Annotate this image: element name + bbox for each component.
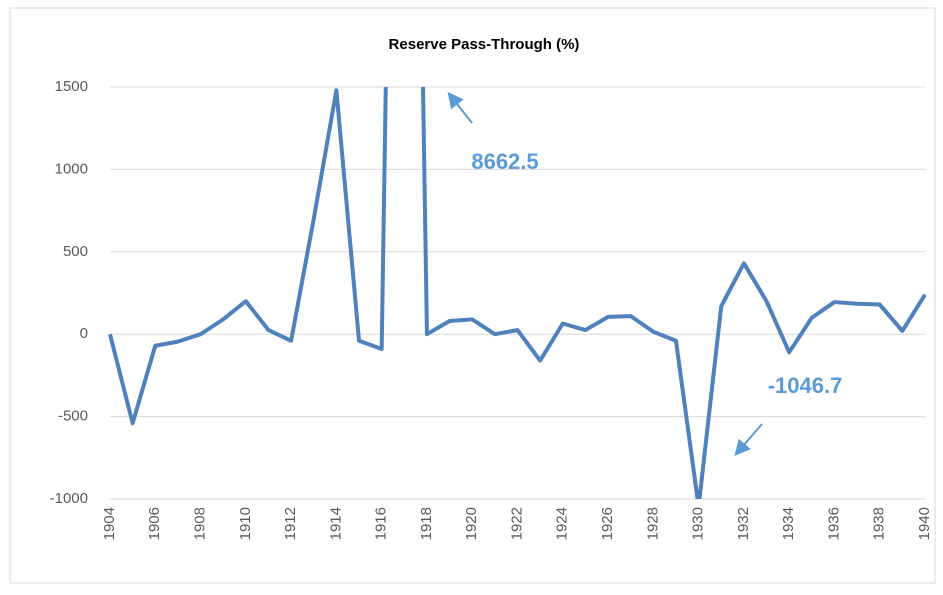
x-tick-label: 1906 — [146, 507, 163, 540]
annotation-arrow — [734, 423, 763, 457]
annotation: 8662.5 — [471, 149, 538, 174]
x-tick-label: 1930 — [690, 507, 707, 540]
y-tick-label: 0 — [80, 325, 88, 342]
data-line — [108, 87, 927, 499]
x-tick-label: 1940 — [916, 507, 933, 540]
x-tick-label: 1910 — [237, 507, 254, 540]
x-tick-label: 1924 — [554, 507, 571, 540]
y-tick-label: -1000 — [50, 490, 88, 507]
chart-frame — [9, 7, 936, 584]
y-tick-label: -500 — [58, 408, 88, 425]
y-tick-label: 500 — [63, 243, 88, 260]
x-tick-label: 1922 — [508, 507, 525, 540]
x-tick-label: 1934 — [780, 507, 797, 540]
x-tick-label: 1914 — [327, 507, 344, 540]
chart-title: Reserve Pass-Through (%) — [389, 36, 580, 53]
x-tick-label: 1936 — [825, 507, 842, 540]
x-tick-label: 1912 — [282, 507, 299, 540]
x-tick-label: 1928 — [644, 507, 661, 540]
annotation: -1046.7 — [768, 373, 843, 398]
x-tick-label: 1932 — [735, 507, 752, 540]
x-tick-label: 1938 — [871, 507, 888, 540]
x-tick-label: 1918 — [418, 507, 435, 540]
x-tick-label: 1926 — [599, 507, 616, 540]
y-tick-label: 1000 — [55, 160, 88, 177]
y-tick-label: 1500 — [55, 78, 88, 95]
x-tick-label: 1920 — [463, 507, 480, 540]
annotation-arrow — [447, 91, 473, 124]
x-tick-label: 1904 — [101, 507, 118, 540]
x-tick-label: 1916 — [373, 507, 390, 540]
x-tick-label: 1908 — [192, 507, 209, 540]
